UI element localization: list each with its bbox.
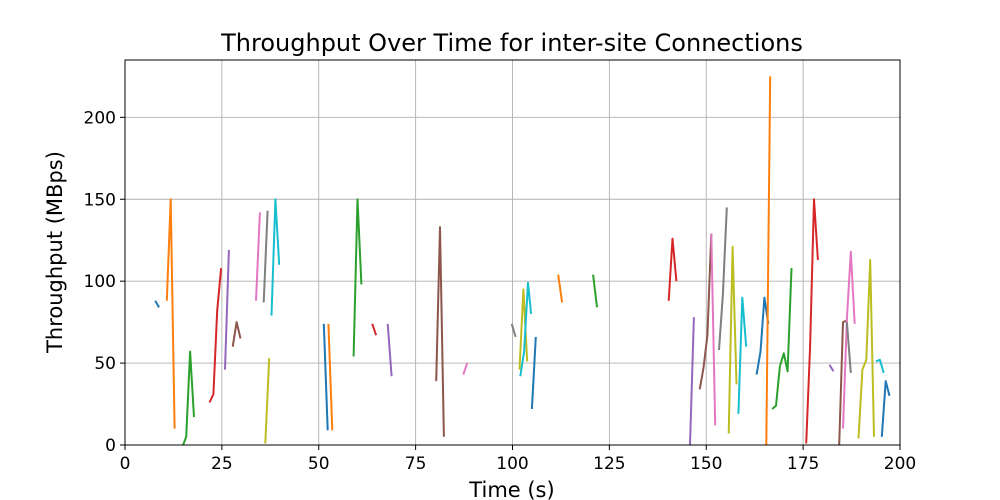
series-line-27 [710, 233, 717, 426]
y-tick-label: 150 [84, 190, 116, 210]
series-line-23 [592, 274, 598, 308]
series-line-19 [518, 288, 529, 370]
x-tick-label: 125 [593, 454, 625, 474]
series-line-6 [231, 321, 242, 347]
series-line-31 [755, 296, 770, 375]
x-axis-label: Time (s) [468, 478, 554, 500]
series-line-39 [857, 258, 875, 439]
series-line-24 [667, 237, 678, 301]
series-line-32 [765, 76, 772, 446]
series-line-14 [371, 323, 378, 336]
series-line-1 [154, 300, 160, 308]
series-line-2 [165, 198, 176, 429]
x-tick-label: 0 [120, 454, 131, 474]
y-tick-label: 0 [105, 436, 116, 456]
series-line-3 [182, 350, 195, 446]
y-tick-label: 100 [84, 272, 116, 292]
series-line-11 [322, 323, 329, 431]
series-line-20 [519, 281, 533, 377]
series-line-10 [270, 198, 281, 316]
series-line-21 [530, 336, 537, 410]
series-lines [154, 76, 891, 446]
series-line-41 [880, 380, 891, 437]
series-line-37 [842, 250, 856, 429]
series-line-12 [327, 323, 334, 431]
x-tick-label: 150 [690, 454, 722, 474]
x-tick-label: 175 [787, 454, 819, 474]
series-line-26 [698, 233, 713, 390]
series-line-25 [689, 317, 695, 446]
x-tick-label: 25 [211, 454, 233, 474]
series-line-34 [805, 198, 819, 444]
series-line-8 [262, 210, 269, 303]
x-tick-label: 50 [308, 454, 330, 474]
y-axis-label: Throughput (MBps) [43, 151, 67, 354]
x-tick-label: 200 [884, 454, 916, 474]
series-line-28 [718, 207, 728, 351]
chart-title: Throughput Over Time for inter-site Conn… [220, 29, 803, 57]
series-line-15 [386, 323, 393, 377]
y-tick-label: 50 [94, 354, 116, 374]
axis-ticks: 0 25 50 75 100 125 150 175 200 0 50 100 150 200 [84, 108, 917, 474]
series-line-22 [557, 274, 564, 303]
series-line-30 [737, 296, 748, 414]
series-line-9 [264, 358, 271, 444]
series-line-17 [462, 362, 469, 375]
series-line-29 [727, 245, 738, 434]
series-line-35 [828, 364, 835, 372]
series-line-16 [435, 226, 445, 437]
x-tick-label: 75 [405, 454, 427, 474]
series-line-33 [771, 268, 793, 410]
series-line-40 [875, 358, 885, 374]
series-line-18 [510, 323, 517, 338]
y-tick-label: 200 [84, 108, 116, 128]
series-line-36 [838, 319, 848, 446]
series-line-38 [845, 322, 852, 373]
series-line-5 [224, 249, 230, 370]
x-tick-label: 100 [496, 454, 528, 474]
series-line-4 [208, 268, 223, 403]
series-line-13 [352, 198, 363, 357]
series-line-7 [255, 212, 261, 301]
